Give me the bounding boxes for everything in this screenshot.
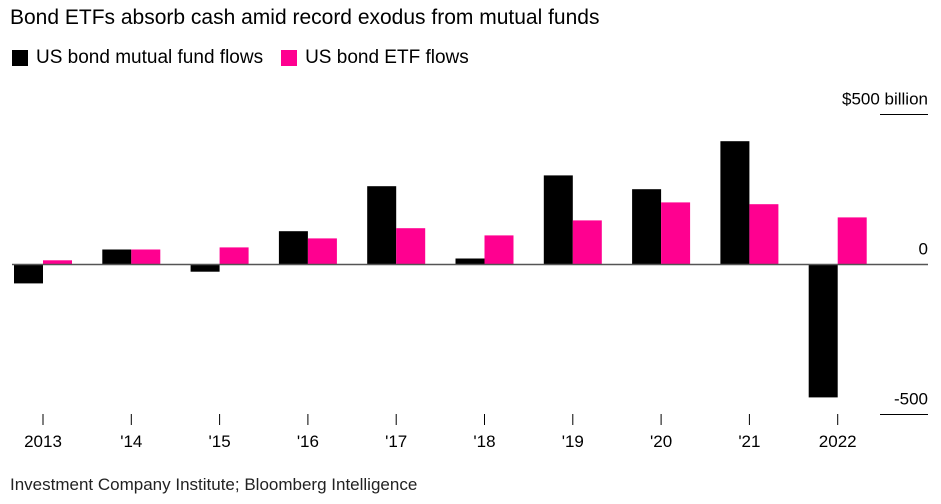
bar-etf — [396, 228, 426, 265]
legend-item-mutual-funds: US bond mutual fund flows — [12, 47, 263, 69]
legend-label: US bond ETF flows — [305, 47, 469, 68]
x-tick-label: '18 — [473, 432, 495, 451]
legend-label: US bond mutual fund flows — [36, 47, 264, 68]
bar-etf — [131, 249, 161, 265]
x-tick-label: '14 — [120, 432, 142, 451]
y-tick-label: -500 — [894, 390, 928, 409]
bar-mutual-fund — [190, 264, 220, 272]
bar-mutual-fund — [455, 258, 485, 265]
bar-etf — [661, 202, 691, 265]
y-tick-label: 0 — [919, 240, 928, 259]
source-note: Investment Company Institute; Bloomberg … — [10, 475, 418, 494]
bar-mutual-fund — [367, 186, 397, 265]
bar-mutual-fund — [278, 231, 308, 265]
legend-swatch — [12, 50, 28, 66]
legend: US bond mutual fund flows US bond ETF fl… — [12, 47, 469, 69]
legend-item-etfs: US bond ETF flows — [281, 47, 469, 69]
bar-etf — [307, 238, 337, 265]
bar-mutual-fund — [632, 189, 662, 265]
x-tick-label: '16 — [297, 432, 319, 451]
chart-title: Bond ETFs absorb cash amid record exodus… — [10, 6, 600, 29]
x-tick-label: '19 — [562, 432, 584, 451]
bar-mutual-fund — [808, 264, 838, 398]
x-tick-label: '17 — [385, 432, 407, 451]
legend-swatch — [281, 50, 298, 66]
bar-etf — [219, 247, 249, 265]
bar-etf — [43, 260, 72, 265]
bar-mutual-fund — [543, 175, 573, 265]
bar-mutual-fund — [102, 249, 132, 265]
x-tick-label: '15 — [209, 432, 231, 451]
bar-mutual-fund — [14, 264, 43, 284]
bar-etf — [484, 235, 514, 265]
x-tick-label: '21 — [738, 432, 760, 451]
bar-etf — [749, 204, 779, 265]
bar-etf — [837, 217, 867, 265]
y-tick-label: $500 billion — [842, 90, 928, 109]
x-tick-label: '20 — [650, 432, 672, 451]
bar-mutual-fund — [720, 141, 750, 265]
x-tick-label: 2022 — [819, 432, 857, 451]
bar-etf — [572, 220, 602, 265]
x-tick-label: 2013 — [24, 432, 62, 451]
